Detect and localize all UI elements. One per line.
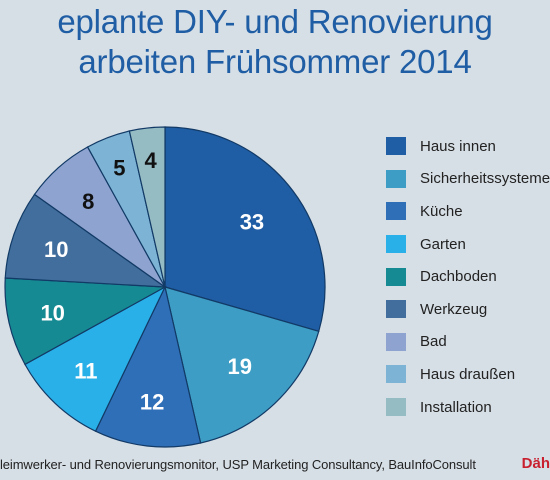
pie-value-label-5: 10 bbox=[44, 237, 68, 262]
pie-slice-2 bbox=[94, 285, 202, 448]
title-line-1: eplante DIY- und Renovierung bbox=[57, 3, 493, 40]
pie-slice-8 bbox=[128, 126, 166, 288]
legend-swatch bbox=[386, 332, 406, 351]
legend-item: Dachboden bbox=[386, 260, 550, 293]
legend: Haus innen Sicherheitssysteme Küche Garten D… bbox=[386, 130, 550, 423]
pie-value-label-4: 10 bbox=[40, 301, 64, 326]
legend-label: Küche bbox=[420, 202, 463, 220]
legend-label: Dachboden bbox=[420, 268, 497, 286]
legend-swatch bbox=[386, 267, 406, 286]
legend-swatch bbox=[386, 235, 406, 254]
title-line-2: arbeiten Frühsommer 2014 bbox=[78, 43, 472, 80]
legend-swatch bbox=[386, 202, 406, 221]
pie-value-label-3: 11 bbox=[74, 359, 97, 384]
legend-label: Haus draußen bbox=[420, 365, 516, 383]
pie-slice-3 bbox=[24, 285, 167, 432]
legend-label: Werkzeug bbox=[420, 300, 488, 318]
legend-swatch bbox=[386, 300, 406, 319]
source-note: leimwerker- und Renovierungsmonitor, USP… bbox=[0, 457, 476, 472]
legend-label: Installation bbox=[420, 398, 492, 416]
legend-label: Sicherheitssysteme bbox=[420, 170, 550, 188]
legend-item: Installation bbox=[386, 391, 550, 424]
legend-item: Sicherheitssysteme bbox=[386, 163, 550, 196]
pie-value-label-0: 33 bbox=[240, 210, 264, 235]
pie-slice-4 bbox=[4, 277, 168, 366]
pie-value-label-8: 4 bbox=[145, 148, 158, 173]
pie-chart: 33 19 12 11 10 10 85 4 bbox=[4, 126, 326, 448]
legend-swatch bbox=[386, 137, 406, 156]
brand-logo-text: Däh bbox=[521, 455, 550, 472]
legend-swatch bbox=[386, 365, 406, 384]
pie-value-label-1: 19 bbox=[228, 354, 252, 379]
legend-item: Küche bbox=[386, 195, 550, 228]
legend-item: Haus innen bbox=[386, 130, 550, 163]
pie-value-label-2: 12 bbox=[140, 389, 164, 414]
legend-item: Bad bbox=[386, 326, 550, 359]
pie-value-label-7: 5 bbox=[113, 155, 125, 180]
legend-swatch bbox=[386, 398, 406, 417]
legend-item: Haus draußen bbox=[386, 358, 550, 391]
legend-label: Garten bbox=[420, 235, 466, 253]
legend-item: Werkzeug bbox=[386, 293, 550, 326]
pie-slice-5 bbox=[4, 193, 168, 288]
legend-swatch bbox=[386, 169, 406, 188]
pie-value-label-6: 8 bbox=[82, 189, 94, 214]
legend-label: Bad bbox=[420, 333, 447, 351]
legend-label: Haus innen bbox=[420, 137, 496, 155]
legend-item: Garten bbox=[386, 228, 550, 261]
chart-title: eplante DIY- und Renovierung arbeiten Fr… bbox=[0, 2, 550, 82]
pie-slice-0 bbox=[164, 126, 326, 333]
pie-slice-1 bbox=[164, 286, 320, 444]
